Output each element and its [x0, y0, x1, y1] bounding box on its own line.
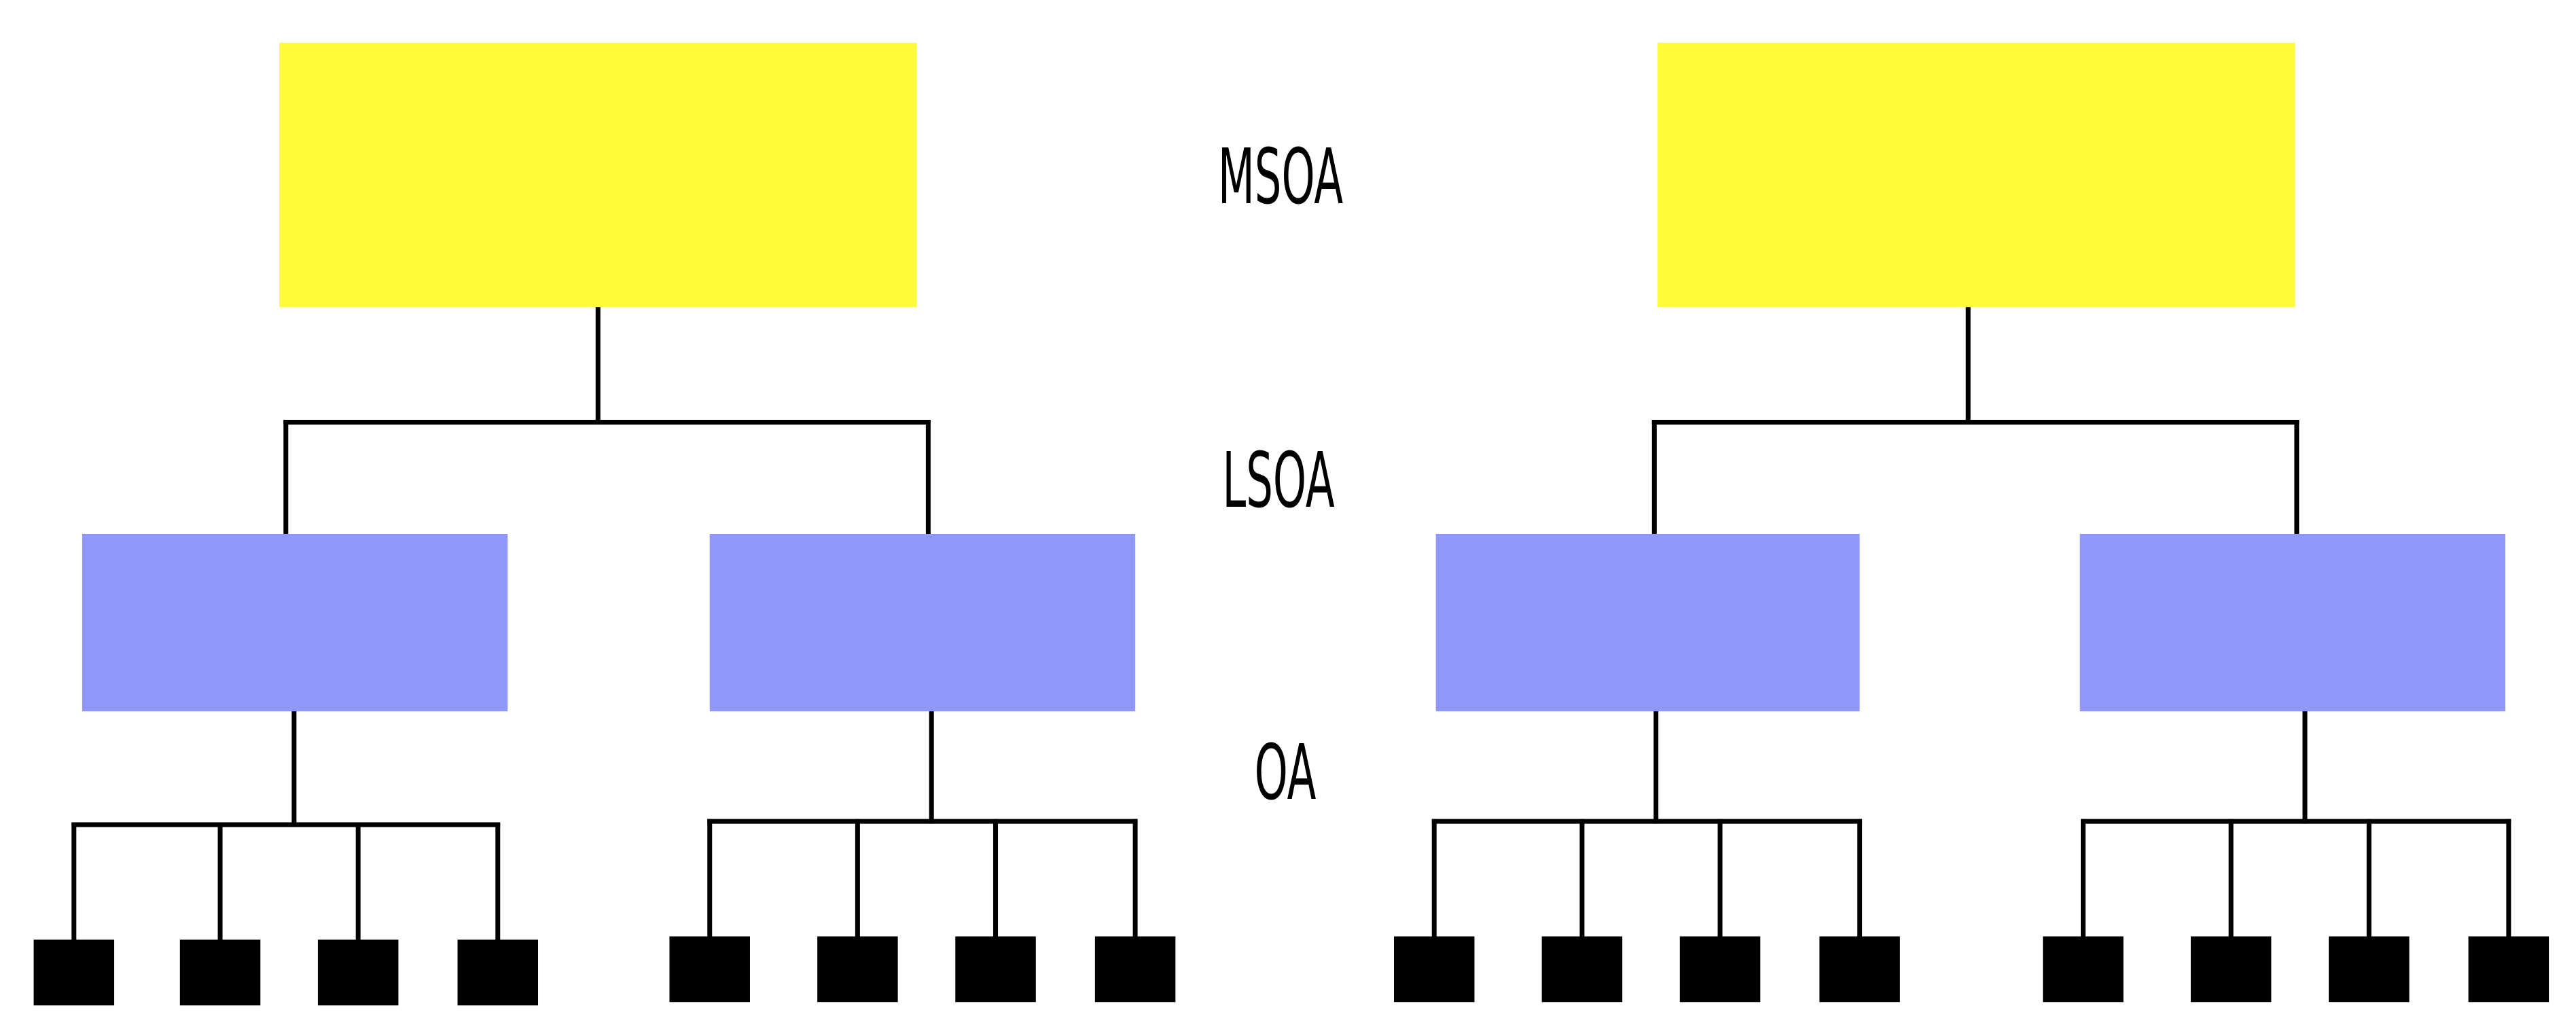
label-msoa: MSOA	[1217, 133, 1344, 221]
oa-box	[457, 939, 539, 1006]
connector-lines	[71, 304, 2511, 942]
oa-box	[2468, 936, 2550, 1003]
oa-box	[669, 936, 750, 1003]
lsoa-box	[82, 533, 508, 712]
lsoa-box	[2079, 533, 2506, 712]
oa-box	[317, 939, 399, 1006]
oa-box	[1819, 936, 1900, 1003]
oa-box	[2043, 936, 2124, 1003]
label-lsoa: LSOA	[1222, 437, 1335, 525]
label-oa: OA	[1254, 729, 1317, 817]
oa-box	[1094, 936, 1176, 1003]
oa-box	[1541, 936, 1623, 1003]
oa-box	[1393, 936, 1475, 1003]
lsoa-box	[709, 533, 1136, 712]
msoa-box	[279, 42, 917, 308]
oa-box	[33, 939, 115, 1006]
oa-box	[2329, 936, 2410, 1003]
lsoa-box	[1435, 533, 1860, 712]
hierarchy-boxes	[33, 42, 2550, 1006]
oa-box	[1679, 936, 1761, 1003]
msoa-box	[1658, 42, 2295, 308]
oa-box	[2190, 936, 2272, 1003]
oa-box	[817, 936, 898, 1003]
oa-box	[179, 939, 261, 1006]
oa-box	[955, 936, 1036, 1003]
